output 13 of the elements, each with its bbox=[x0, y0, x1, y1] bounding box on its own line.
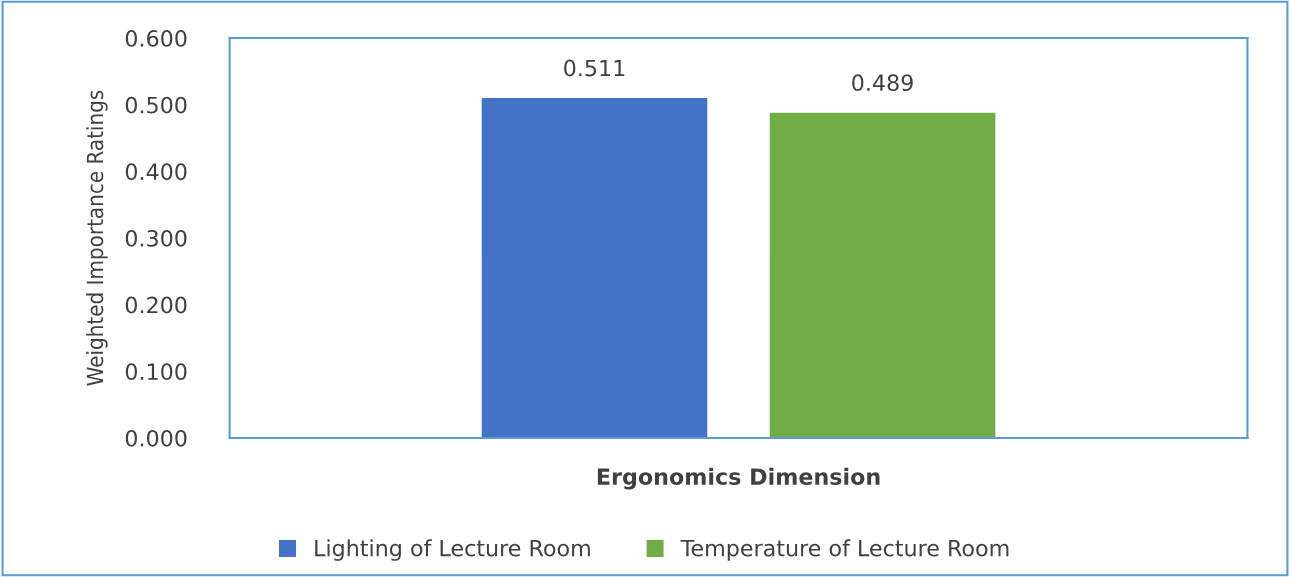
legend-label: Temperature of Lecture Room bbox=[680, 539, 1009, 561]
y-tick-label: 0.600 bbox=[125, 30, 187, 47]
y-tick-label: 0.100 bbox=[125, 363, 187, 381]
y-tick-label: 0.000 bbox=[125, 429, 187, 447]
data-label: 0.489 bbox=[852, 74, 913, 92]
y-tick-label: 0.300 bbox=[125, 229, 187, 247]
y-axis-title: Weighted Importance Ratings bbox=[86, 90, 108, 386]
x-axis-title: Ergonomics Dimension bbox=[597, 467, 880, 490]
y-tick-label: 0.400 bbox=[125, 163, 187, 181]
y-tick-label: 0.500 bbox=[125, 96, 187, 114]
y-tick-label: 0.200 bbox=[125, 296, 187, 314]
data-label: 0.511 bbox=[564, 59, 625, 77]
legend-label: Lighting of Lecture Room bbox=[315, 539, 590, 561]
